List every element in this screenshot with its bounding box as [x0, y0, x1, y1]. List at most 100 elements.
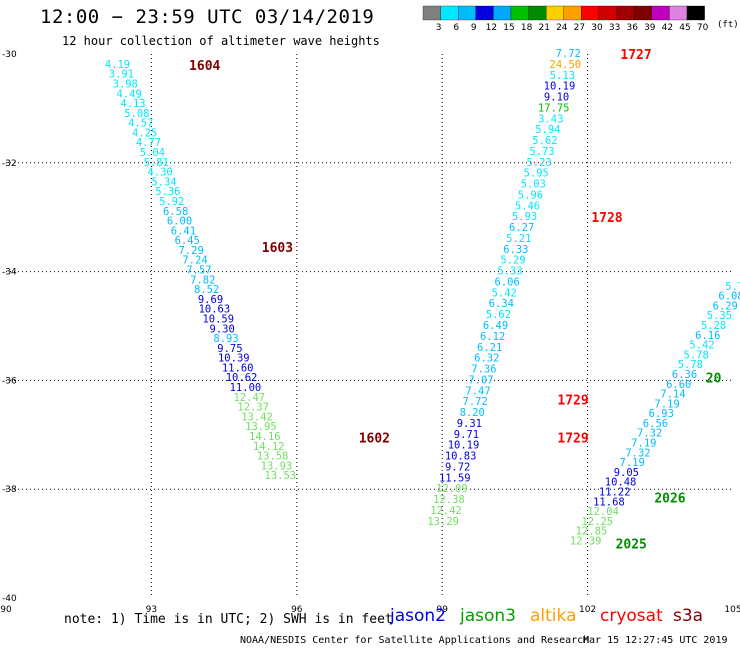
chart-subtitle: 12 hour collection of altimeter wave hei… [62, 34, 380, 48]
wave-height-value: 8.20 [460, 407, 485, 419]
wave-height-value: 10.59 [202, 313, 234, 325]
wave-height-value: 13.29 [427, 516, 459, 528]
wave-height-value: 4.49 [116, 88, 141, 100]
pass-time-label: 1729 [557, 393, 588, 408]
wave-height-value: 6.36 [672, 369, 697, 381]
wave-height-value: 6.60 [666, 379, 691, 391]
pass-time-label: 2026 [654, 491, 685, 506]
wave-height-value: 11.60 [222, 362, 254, 374]
colorbar-swatch [616, 5, 635, 21]
colorbar-swatch [475, 5, 494, 21]
wave-height-value: 11.00 [230, 382, 262, 394]
colorbar-swatch [669, 5, 688, 21]
x-tick-label: 102 [579, 605, 596, 615]
wave-height-value: 6.34 [489, 298, 514, 310]
wave-height-value: 7.57 [186, 265, 211, 277]
wave-height-value: 3.43 [538, 113, 563, 125]
wave-height-value: 5.78 [725, 281, 740, 293]
wave-height-value: 7.47 [465, 385, 490, 397]
colorbar-label: 30 [591, 23, 603, 33]
wave-height-value: 7.29 [178, 245, 203, 257]
wave-height-value: 4.19 [105, 59, 130, 71]
wave-height-value: 6.08 [718, 291, 740, 303]
wave-height-value: 6.58 [163, 206, 188, 218]
wave-height-value: 6.45 [175, 235, 200, 247]
wave-height-value: 5.08 [124, 108, 149, 120]
wave-height-value: 5.42 [689, 340, 714, 352]
wave-height-value: 9.05 [614, 467, 639, 479]
wave-height-value: 7.36 [471, 364, 496, 376]
wave-height-value: 6.32 [474, 353, 499, 365]
wave-height-value: 5.03 [521, 179, 546, 191]
colorbar-label: 24 [556, 23, 568, 33]
wave-height-value: 5.36 [155, 186, 180, 198]
wave-height-value: 6.33 [503, 244, 528, 256]
wave-height-value: 6.12 [480, 331, 505, 343]
y-tick-label: -40 [2, 594, 17, 604]
colorbar-label: 33 [609, 23, 620, 33]
colorbar-label: 39 [644, 23, 656, 33]
colorbar-swatch [563, 5, 582, 21]
y-tick-label: -38 [2, 485, 17, 495]
colorbar-swatch [510, 5, 529, 21]
page-title: 12:00 − 23:59 UTC 03/14/2019 [40, 6, 375, 28]
wave-height-value: 7.24 [182, 255, 207, 267]
wave-height-value: 6.49 [483, 320, 508, 332]
colorbar-swatch [651, 5, 670, 21]
x-tick-label: 105 [724, 605, 740, 615]
wave-height-value: 7.14 [660, 389, 685, 401]
wave-height-value: 6.27 [509, 222, 534, 234]
x-tick-label: 96 [291, 605, 303, 615]
wave-height-value: 10.62 [226, 372, 258, 384]
colorbar-label: 27 [574, 23, 585, 33]
colorbar-swatch [458, 5, 476, 21]
wave-height-value: 17.75 [538, 102, 570, 114]
wave-height-value: 9.71 [454, 429, 479, 441]
pass-time-label: 1729 [557, 432, 588, 447]
pass-time-label: 1603 [262, 241, 293, 256]
wave-height-value: 5.62 [532, 135, 557, 147]
wave-height-value: 7.19 [631, 438, 656, 450]
wave-height-value: 12.25 [581, 516, 613, 528]
colorbar-swatch [634, 5, 652, 21]
y-tick-label: -34 [2, 268, 17, 278]
colorbar-label: 15 [503, 23, 514, 33]
wave-height-value: 11.68 [593, 496, 625, 508]
colorbar-swatch [598, 5, 617, 21]
colorbar-label: 3 [436, 23, 442, 33]
wave-height-value: 5.34 [151, 176, 176, 188]
wave-height-value: 14.16 [249, 431, 281, 443]
wave-height-value: 12.38 [433, 494, 465, 506]
wave-height-value: 5.23 [526, 157, 551, 169]
wave-height-value: 6.93 [649, 408, 674, 420]
wave-height-value: 5.93 [512, 211, 537, 223]
wave-height-value: 12.37 [237, 402, 269, 414]
colorbar-label: 70 [697, 23, 709, 33]
pass-time-label: 20 [706, 372, 722, 387]
colorbar-swatch [440, 5, 459, 21]
wave-height-value: 5.46 [515, 200, 540, 212]
wave-height-value: 5.92 [159, 196, 184, 208]
y-tick-label: -30 [2, 50, 17, 60]
wave-height-value: 11.59 [439, 472, 471, 484]
wave-height-value: 10.63 [199, 304, 231, 316]
wave-height-value: 7.19 [620, 457, 645, 469]
colorbar-swatch [493, 5, 512, 21]
y-tick-label: -36 [2, 376, 17, 386]
colorbar-label: 45 [679, 23, 690, 33]
wave-height-value: 5.33 [497, 266, 522, 278]
wave-height-value: 9.31 [457, 418, 482, 430]
wave-height-value: 4.77 [136, 137, 161, 149]
plot-area [6, 54, 733, 598]
colorbar-label: 9 [471, 23, 477, 33]
wave-height-value: 4.57 [128, 118, 153, 130]
wave-height-value: 9.72 [445, 461, 470, 473]
wave-height-value: 10.19 [544, 81, 576, 93]
pass-time-label: 1727 [620, 48, 651, 63]
wave-height-value: 7.32 [625, 447, 650, 459]
colorbar-label: 12 [486, 23, 497, 33]
colorbar-swatch [546, 5, 564, 21]
wave-height-value: 5.78 [678, 359, 703, 371]
wave-height-value: 6.06 [494, 276, 519, 288]
legend-cryosat: cryosat [600, 606, 663, 626]
